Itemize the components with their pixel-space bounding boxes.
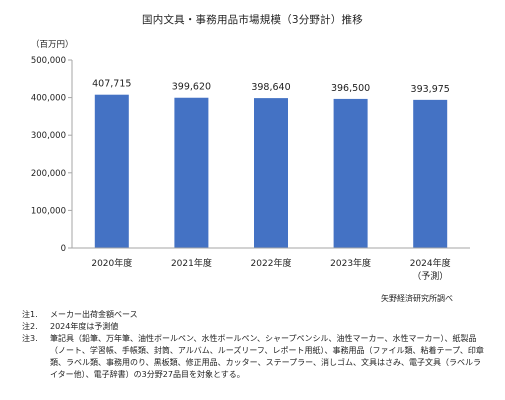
x-category-label: 2023年度 (330, 257, 371, 269)
x-category-label: 2021年度 (171, 257, 212, 269)
data-labels: 407,715 399,620 398,640 396,500 393,975 (92, 79, 450, 95)
note-2-prefix: 注2. (22, 322, 38, 331)
y-tick-label: 400,000 (31, 94, 66, 104)
bar (174, 97, 209, 248)
bar-chart: （百万円） 0 100,000 200,000 300,000 400,000 500,0… (31, 39, 470, 282)
y-tick-label: 0 (61, 244, 66, 254)
x-category-label: 2022年度 (251, 257, 292, 269)
note-1-text: メーカー出荷金額ベース (50, 310, 138, 319)
bar (254, 98, 288, 248)
x-axis: 2020年度 2021年度 2022年度 2023年度 2024年度（予測） (72, 247, 470, 282)
x-category-label: 2020年度 (91, 257, 132, 269)
note-3-text: 筆記具（鉛筆、万年筆、油性ボールペン、水性ボールペン、シャープペンシル、油性マー… (50, 334, 484, 379)
note-2-text: 2024年度は予測値 (50, 322, 119, 331)
note-2: 注2. 2024年度は予測値 (22, 321, 484, 333)
note-1-prefix: 注1. (22, 310, 38, 319)
note-3: 注3. 筆記具（鉛筆、万年筆、油性ボールペン、水性ボールペン、シャープペンシル、… (22, 333, 484, 381)
y-axis-unit-label: （百万円） (31, 39, 74, 50)
data-label: 398,640 (251, 82, 290, 93)
data-label: 407,715 (92, 79, 131, 90)
chart-title: 国内文具・事務用品市場規模（3分野計）推移 (142, 14, 363, 26)
bar (94, 94, 129, 248)
y-tick-label: 100,000 (31, 206, 66, 216)
x-category-sublabel: （予測） (412, 270, 448, 282)
notes: 注1. メーカー出荷金額ベース 注2. 2024年度は予測値 注3. 筆記具（鉛… (22, 309, 484, 381)
data-label: 396,500 (331, 83, 370, 94)
y-axis: 0 100,000 200,000 300,000 400,000 500,000 (31, 56, 73, 254)
bar (333, 98, 368, 248)
bars (94, 94, 448, 248)
y-tick-label: 300,000 (31, 131, 66, 141)
note-1: 注1. メーカー出荷金額ベース (22, 309, 484, 321)
y-tick-label: 200,000 (31, 169, 66, 179)
note-3-prefix: 注3. (22, 334, 38, 343)
bar (413, 99, 448, 248)
data-label: 393,975 (411, 84, 450, 95)
source-note: 矢野経済研究所調べ (381, 294, 453, 303)
y-tick-label: 500,000 (31, 56, 66, 66)
x-category-label: 2024年度 (410, 257, 451, 269)
data-label: 399,620 (172, 82, 211, 93)
